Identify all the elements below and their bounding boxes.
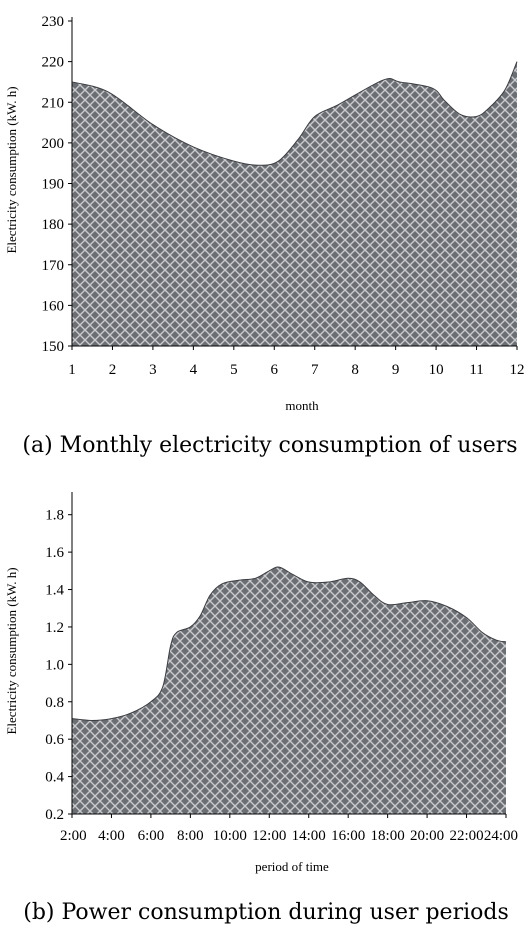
period-consumption-chart: 0.2 0.4 0.6 0.8 1.0 1.2 1.4 1.6 1.8 2:00 4:00 6:00 8… (4, 492, 518, 925)
y-tick-label: 0.8 (45, 695, 64, 711)
x-tick-label: 20:00 (410, 828, 444, 844)
x-tick-label: 22:00 (449, 828, 483, 844)
y-tick-label: 180 (42, 217, 65, 233)
monthly-consumption-figure: 150 160 170 180 190 200 210 220 230 1 2 3 4 5 6 7 8 9 10 11… (0, 0, 531, 466)
area-fill (72, 61, 517, 346)
y-tick-label: 190 (42, 177, 65, 193)
x-tick-label: 5 (230, 362, 238, 378)
series-line (71, 566, 507, 721)
x-tick-label: 4:00 (98, 828, 125, 844)
y-tick-label: 200 (42, 136, 65, 152)
x-tick-label: 6:00 (138, 828, 165, 844)
y-tick-label: 0.2 (45, 807, 64, 823)
x-tick-label: 2:00 (60, 828, 87, 844)
x-tick-label: 12:00 (252, 828, 286, 844)
x-tick-label: 24:00 (484, 828, 518, 844)
x-tick-label: 10 (429, 362, 444, 378)
figure-caption: (b) Power consumption during user period… (23, 900, 509, 925)
x-tick-label: 12 (510, 362, 525, 378)
x-tick-label: 3 (149, 362, 157, 378)
y-tick-label: 0.4 (45, 770, 64, 786)
y-axis-label: Electricity consumption (kW. h) (4, 86, 19, 253)
y-tick-label: 1.0 (45, 657, 64, 673)
x-axis-label: month (285, 398, 319, 413)
x-tick-label: 8:00 (177, 828, 204, 844)
x-tick-label: 1 (68, 362, 76, 378)
series-line (71, 61, 518, 166)
x-axis-label: period of time (255, 859, 329, 874)
x-tick-label: 16:00 (331, 828, 365, 844)
x-tick-label: 14:00 (292, 828, 326, 844)
y-tick-label: 0.6 (45, 732, 64, 748)
y-tick-label: 1.4 (45, 583, 64, 599)
y-tick-label: 230 (42, 14, 65, 30)
x-tick-label: 2 (109, 362, 117, 378)
area-fill (72, 566, 506, 814)
y-tick-label: 160 (42, 298, 65, 314)
x-tick-label: 18:00 (371, 828, 405, 844)
y-tick-label: 220 (42, 55, 65, 71)
y-tick-label: 150 (42, 339, 65, 355)
y-tick-label: 1.8 (45, 508, 64, 524)
x-tick-label: 4 (190, 362, 198, 378)
x-tick-label: 11 (469, 362, 483, 378)
y-tick-label: 210 (42, 95, 65, 111)
x-tick-label: 7 (311, 362, 319, 378)
period-consumption-figure: 0.2 0.4 0.6 0.8 1.0 1.2 1.4 1.6 1.8 2:00 4:00 6:00 8… (0, 466, 531, 933)
x-tick-label: 8 (351, 362, 359, 378)
figure-caption: (a) Monthly electricity consumption of u… (22, 433, 517, 458)
x-tick-label: 6 (271, 362, 279, 378)
y-axis-label: Electricity consumption (kW. h) (4, 567, 19, 734)
x-tick-label: 9 (392, 362, 400, 378)
y-tick-label: 1.2 (45, 620, 64, 636)
x-tick-label: 10:00 (213, 828, 247, 844)
y-tick-label: 1.6 (45, 545, 64, 561)
y-tick-label: 170 (42, 258, 65, 274)
